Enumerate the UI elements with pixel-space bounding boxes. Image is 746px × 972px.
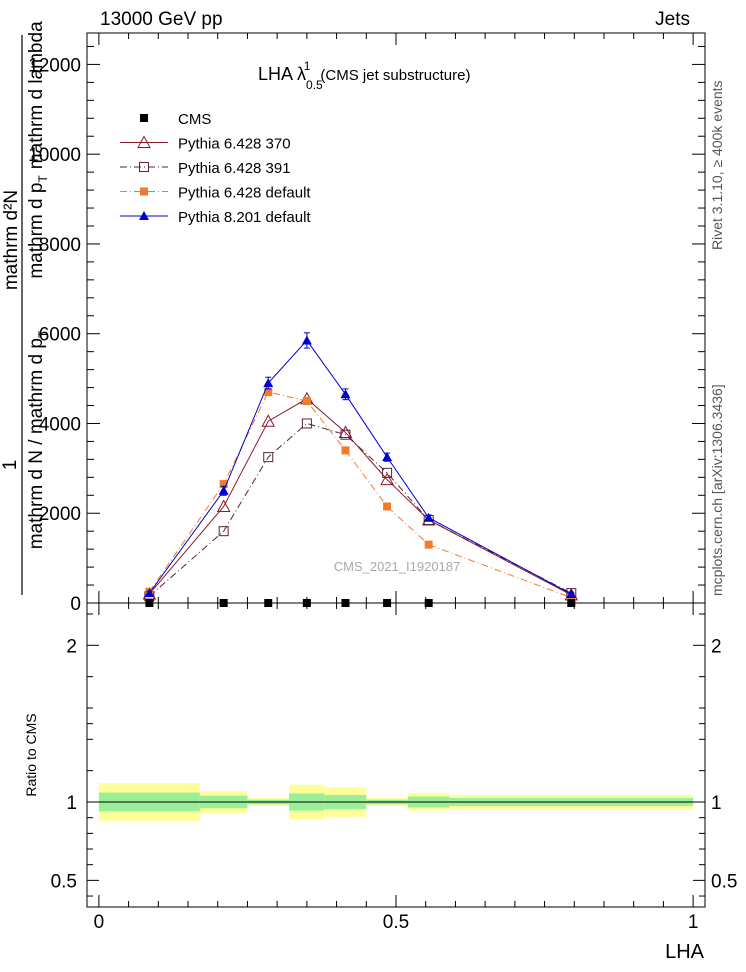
data-point: [144, 588, 155, 598]
legend-label: Pythia 6.428 391: [178, 160, 291, 177]
data-point: [261, 414, 276, 427]
title-suffix: (CMS jet substructure): [320, 67, 470, 84]
data-point: [423, 512, 434, 522]
ylabel-frac-right: mathrm d lambda: [26, 21, 47, 169]
data-point: [218, 485, 229, 495]
y-axis-label: 1 mathrm d²N mathrm d pTmathrm d lambda …: [0, 21, 50, 595]
legend-label: Pythia 8.201 default: [178, 209, 311, 226]
x-tick-label: 0.5: [383, 912, 409, 933]
ratio-ylabel: Ratio to CMS: [23, 713, 39, 796]
legend-marker: [139, 162, 149, 172]
y-tick-label: 0: [70, 594, 81, 615]
legend-marker: [139, 211, 149, 220]
data-point: [301, 418, 312, 429]
data-point: [341, 446, 350, 455]
data-point: [338, 425, 353, 438]
data-point: [382, 452, 393, 462]
plot-title: LHA λ0.5 1 (CMS jet substructure): [258, 59, 470, 92]
series-line: [149, 398, 572, 596]
svg-text:mathrm d²N: mathrm d²N: [1, 190, 22, 290]
ratio-y-tick-label-right: 1: [711, 793, 722, 814]
legend-item: Pythia 8.201 default: [120, 209, 311, 226]
series-line: [148, 339, 572, 595]
ratio-y-tick-label: 1: [66, 793, 77, 814]
legend: CMS Pythia 6.428 370 Pythia 6.428 391 Pythi…: [120, 111, 311, 226]
ratio-y-tick-label: 0.5: [51, 871, 77, 892]
ratio-plot-frame: [86, 602, 706, 908]
ratio-y-tick-label-right: 0.5: [711, 871, 737, 892]
series-pythia-8-201-default: [144, 332, 577, 599]
svg-text:mathrm d pTmathrm d lambda: mathrm d pTmathrm d lambda: [26, 21, 50, 279]
ylabel-frac-bottom-sub: T: [36, 330, 50, 338]
ylabel-frac-top: mathrm d²N: [1, 190, 22, 290]
y-tick-label: 10000: [28, 145, 81, 166]
legend-marker: [137, 135, 151, 148]
legend-item: Pythia 6.428 391: [120, 160, 291, 177]
header-left: 13000 GeV pp: [100, 9, 223, 30]
header-right: Jets: [655, 9, 690, 30]
ratio-y-tick-label-right: 2: [711, 636, 722, 657]
title-sup: 1: [304, 59, 311, 73]
legend-item: Pythia 6.428 370: [120, 135, 291, 153]
data-point: [301, 335, 312, 345]
main-axis-ticks: 0 2000 4000 6000 8000 10000 12000: [28, 33, 705, 615]
data-point: [263, 452, 274, 463]
y-tick-label: 2000: [39, 504, 81, 525]
svg-text:mathrm d N / mathrm d pT: mathrm d N / mathrm d pT: [26, 330, 50, 549]
ylabel-frac-bottom: mathrm d N / mathrm d p: [26, 338, 47, 549]
x-tick-label: 1: [688, 912, 699, 933]
title-sub: 0.5: [306, 78, 323, 92]
data-point: [263, 378, 274, 388]
data-point: [216, 499, 231, 513]
data-point: [264, 388, 273, 397]
ylabel-prefix: 1: [0, 460, 21, 471]
ratio-plot: 0.5 0.5 1 1 2 2 0 0.5 1 Ratio to CMS LHA: [23, 602, 737, 963]
data-point: [380, 472, 394, 486]
x-axis-label: LHA: [665, 941, 705, 963]
data-point: [219, 480, 228, 489]
series-line: [149, 422, 572, 597]
watermark-layer: CMS_2021_I1920187: [334, 559, 461, 574]
ylabel-frac-mid-sub: T: [36, 175, 50, 183]
main-plot: 0 2000 4000 6000 8000 10000 12000 CMS_2021_I19…: [0, 21, 706, 615]
legend-label: Pythia 6.428 default: [178, 185, 311, 202]
data-point: [218, 526, 229, 537]
legend-item: Pythia 6.428 default: [120, 185, 311, 202]
title-main: LHA λ: [258, 64, 306, 84]
data-point: [383, 502, 392, 511]
series-line: [148, 391, 572, 599]
mcplots-label: mcplots.cern.ch [arXiv:1306.3436]: [709, 384, 725, 596]
data-point: [424, 540, 433, 549]
data-point: [382, 467, 393, 478]
rivet-label: Rivet 3.1.10, ≥ 400k events: [709, 80, 725, 250]
y-tick-label: 12000: [28, 55, 81, 76]
legend-marker: [140, 187, 148, 196]
x-tick-label: 0: [94, 912, 105, 933]
legend-label: Pythia 6.428 370: [178, 136, 291, 153]
ylabel-frac-mid: mathrm d p: [26, 183, 47, 279]
svg-text:LHA λ0.51(CMS jet substructure: LHA λ0.5 1 (CMS jet substructure): [258, 59, 470, 92]
legend-label: CMS: [178, 111, 211, 128]
data-point: [340, 389, 351, 399]
ratio-y-tick-label: 2: [66, 636, 77, 657]
data-point: [302, 397, 311, 406]
legend-item: CMS: [140, 111, 211, 128]
y-tick-label: 8000: [39, 235, 81, 256]
watermark: CMS_2021_I1920187: [334, 559, 461, 574]
y-tick-label: 6000: [39, 325, 81, 346]
y-tick-label: 4000: [39, 414, 81, 435]
ratio-axis-ticks: 0.5 0.5 1 1 2 2 0 0.5 1: [51, 603, 737, 933]
data-point: [566, 589, 577, 599]
data-point: [340, 429, 351, 440]
legend-marker: [140, 114, 148, 122]
ratio-bands: [98, 783, 694, 821]
